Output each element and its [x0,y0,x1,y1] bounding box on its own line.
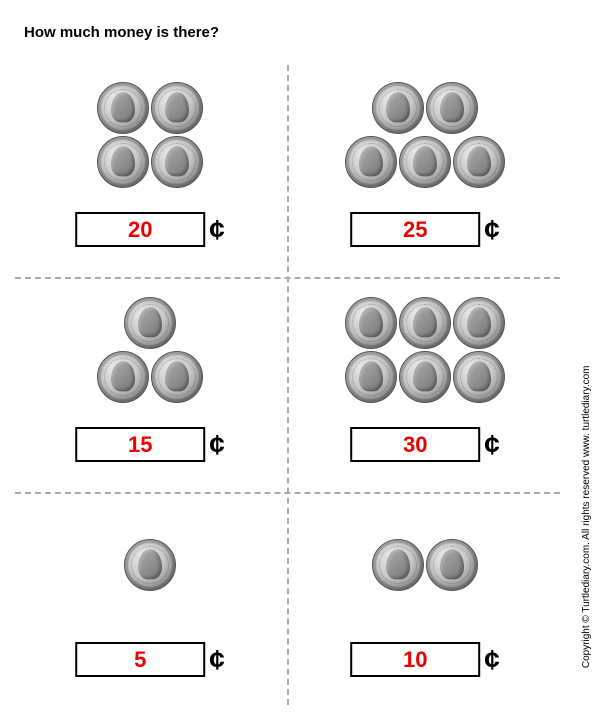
cent-symbol: ¢ [484,429,500,461]
nickel-icon [151,136,203,188]
worksheet-title: How much money is there? [24,24,219,41]
nickel-icon [97,136,149,188]
coin-row [372,539,478,591]
answer-row: 20 ¢ [75,212,225,247]
copyright-text: Copyright © Turtlediary.com. All rights … [582,366,593,669]
answer-row: 15 ¢ [75,427,225,462]
coins-area [290,280,560,420]
nickel-icon [372,539,424,591]
cent-symbol: ¢ [484,214,500,246]
answer-row: 30 ¢ [350,427,500,462]
coins-area [290,495,560,635]
answer-row: 10 ¢ [350,642,500,677]
nickel-icon [345,136,397,188]
nickel-icon [399,136,451,188]
problem-cell: 20 ¢ [15,65,285,275]
answer-box: 30 [350,427,480,462]
cent-symbol: ¢ [209,644,225,676]
nickel-icon [399,351,451,403]
answer-box: 15 [75,427,205,462]
coin-row [345,136,505,188]
answer-box: 25 [350,212,480,247]
nickel-icon [453,351,505,403]
nickel-icon [453,297,505,349]
nickel-icon [399,297,451,349]
problem-cell: 15 ¢ [15,280,285,490]
nickel-icon [151,351,203,403]
coin-row [124,297,176,349]
nickel-icon [372,82,424,134]
nickel-icon [97,82,149,134]
nickel-icon [426,539,478,591]
coin-row [345,297,505,349]
problem-cell: 10 ¢ [290,495,560,705]
answer-box: 5 [75,642,205,677]
problem-cell: 25 ¢ [290,65,560,275]
answer-row: 5 ¢ [75,642,225,677]
nickel-icon [124,539,176,591]
nickel-icon [151,82,203,134]
coin-row [345,351,505,403]
cent-symbol: ¢ [484,644,500,676]
coin-row [97,351,203,403]
problem-cell: 30 ¢ [290,280,560,490]
coin-row [97,136,203,188]
worksheet-grid: 20 ¢ 25 ¢ [15,65,560,705]
coins-area [15,495,285,635]
answer-box: 10 [350,642,480,677]
nickel-icon [124,297,176,349]
coins-area [290,65,560,205]
nickel-icon [97,351,149,403]
cent-symbol: ¢ [209,214,225,246]
coin-row [97,82,203,134]
coin-row [372,82,478,134]
coins-area [15,280,285,420]
nickel-icon [426,82,478,134]
answer-row: 25 ¢ [350,212,500,247]
nickel-icon [345,297,397,349]
answer-box: 20 [75,212,205,247]
problem-cell: 5 ¢ [15,495,285,705]
nickel-icon [345,351,397,403]
coins-area [15,65,285,205]
nickel-icon [453,136,505,188]
coin-row [124,539,176,591]
cent-symbol: ¢ [209,429,225,461]
